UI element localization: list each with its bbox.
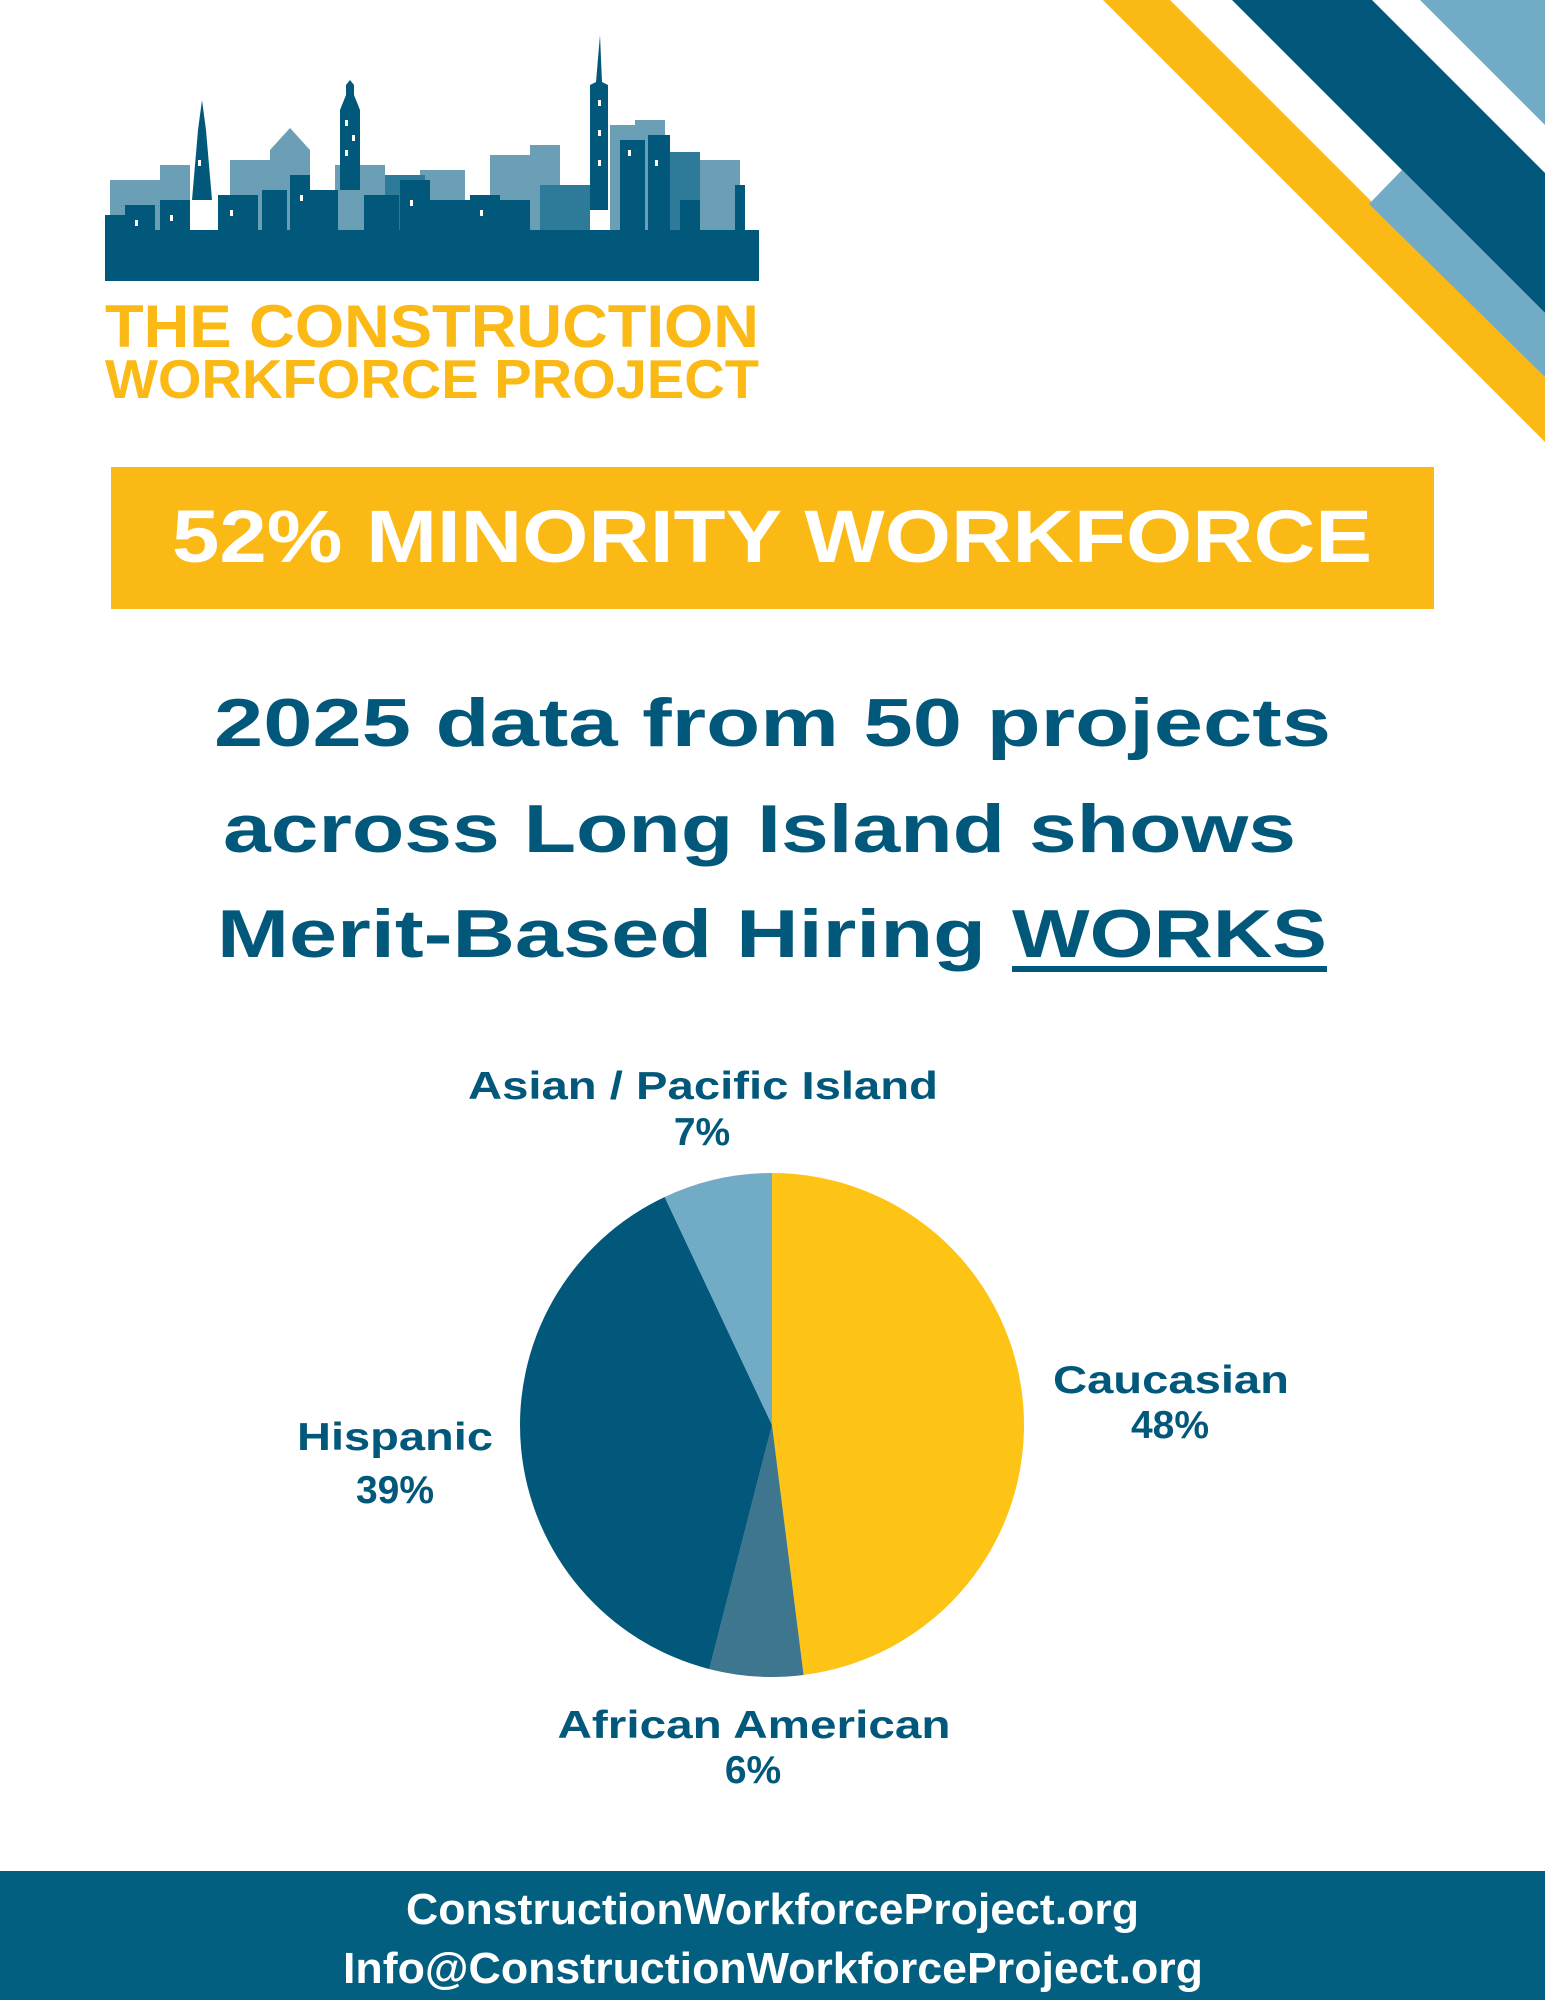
yellow-stripe: [1103, 0, 1545, 442]
value-caucasian: 48%: [1131, 1404, 1209, 1447]
label-hispanic: Hispanic: [297, 1416, 493, 1459]
logo-title-line1: THE CONSTRUCTION: [105, 293, 759, 360]
footer-website-link[interactable]: ConstructionWorkforceProject.org: [406, 1885, 1139, 1934]
pie-slices: [519, 1173, 1025, 1678]
footer-text-wrapper: ConstructionWorkforceProject.org Info@Co…: [343, 1885, 1203, 1993]
pie-chart: Asian / Pacific Island 7% Caucasian 48% …: [297, 1065, 1289, 1792]
headline-emphasis: WORKS: [1012, 896, 1327, 972]
headline-line1: 2025 data from 50 projects: [214, 685, 1331, 761]
banner-text-wrapper: 52% MINORITY WORKFORCE: [172, 495, 1372, 578]
label-asian: Asian / Pacific Island: [468, 1065, 938, 1108]
value-hispanic: 39%: [356, 1469, 434, 1512]
banner-text: 52% MINORITY WORKFORCE: [172, 495, 1372, 578]
headline: 2025 data from 50 projects across Long I…: [214, 685, 1331, 972]
value-asian: 7%: [674, 1111, 730, 1154]
emphasis-underline: [1012, 966, 1327, 972]
footer-email-link[interactable]: Info@ConstructionWorkforceProject.org: [343, 1944, 1203, 1993]
pie-slice-african-american: [709, 1425, 804, 1678]
pie-slice-asian-pacific-island: [664, 1173, 772, 1425]
headline-line2: across Long Island shows: [223, 791, 1296, 867]
pie-slice-hispanic: [519, 1196, 772, 1670]
light-blue-stripe-lower: [1369, 170, 1545, 377]
light-blue-stripe-top: [1420, 0, 1545, 125]
label-african-american: African American: [558, 1704, 951, 1747]
headline-banner: 52% MINORITY WORKFORCE: [111, 467, 1434, 609]
skyline-logo: THE CONSTRUCTION WORKFORCE PROJECT: [105, 35, 759, 410]
value-african-american: 6%: [725, 1749, 781, 1792]
footer: ConstructionWorkforceProject.org Info@Co…: [0, 1871, 1545, 2000]
label-caucasian: Caucasian: [1053, 1359, 1289, 1402]
headline-line3: Merit-Based Hiring: [217, 896, 986, 972]
logo-title-line2: WORKFORCE PROJECT: [105, 348, 759, 410]
corner-stripes-decoration: [1103, 0, 1545, 442]
pie-slice-caucasian: [772, 1173, 1025, 1676]
